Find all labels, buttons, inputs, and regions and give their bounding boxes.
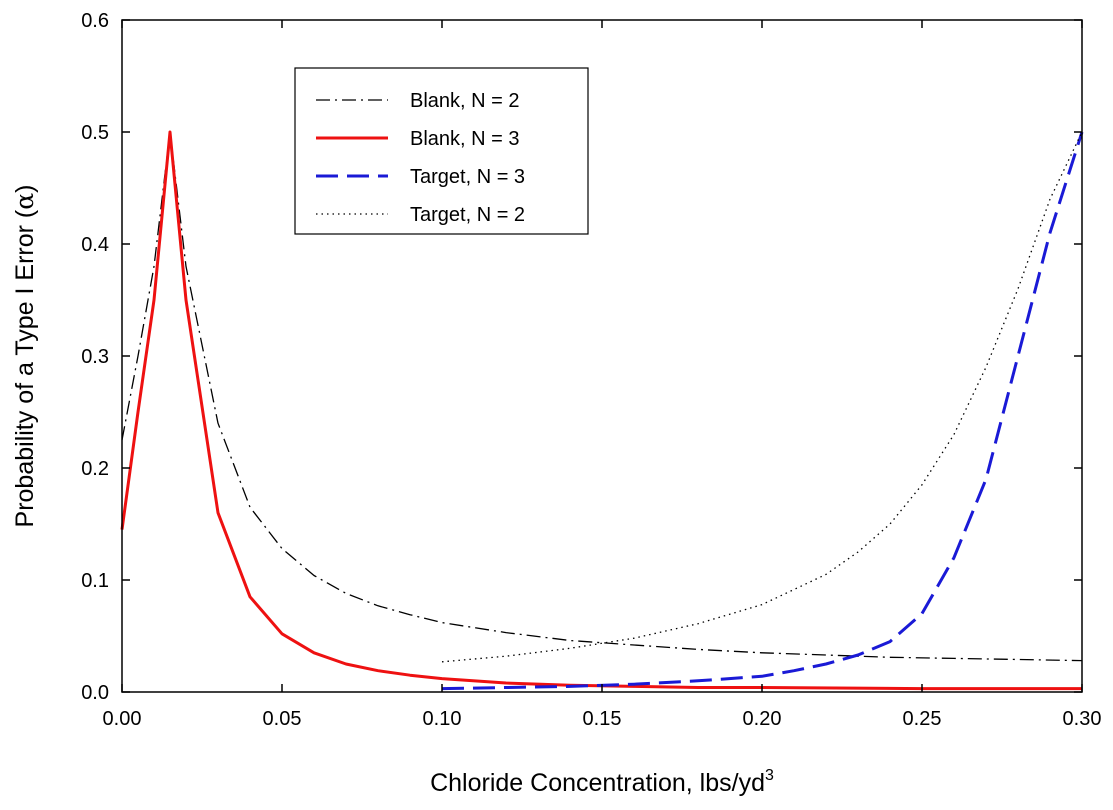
y-tick-label: 0.1 bbox=[81, 570, 109, 592]
legend-label-3: Target, N = 3 bbox=[410, 166, 525, 188]
y-tick-label: 0.4 bbox=[81, 234, 109, 256]
y-axis-label-text: Probability of a Type I Error ( bbox=[11, 209, 39, 527]
legend-label-4: Target, N = 2 bbox=[410, 204, 525, 226]
x-tick-label: 0.00 bbox=[103, 708, 142, 730]
x-tick-label: 0.15 bbox=[583, 708, 622, 730]
x-axis-label-text: Chloride Concentration, lbs/yd bbox=[430, 769, 765, 797]
series-line-2 bbox=[120, 130, 1082, 691]
y-tick-label: 0.2 bbox=[81, 458, 109, 480]
series-line-1 bbox=[121, 131, 1083, 662]
y-axis-label-symbol: α bbox=[10, 193, 39, 210]
y-tick-label: 0.5 bbox=[81, 122, 109, 144]
y-tick-label: 0.6 bbox=[81, 10, 109, 32]
ticks-layer: 0.00 0.05 0.10 0.15 0.20 0.25 0.30 0.0 0.1 0.2 0.3… bbox=[81, 10, 1101, 730]
legend-label-2: Blank, N = 3 bbox=[410, 128, 520, 150]
x-tick-label: 0.20 bbox=[743, 708, 782, 730]
x-axis-label: Chloride Concentration, lbs/yd3 bbox=[430, 767, 774, 797]
x-tick-label: 0.10 bbox=[423, 708, 462, 730]
legend-items: Blank, N = 2 Blank, N = 3 Target, N = 3 Tar… bbox=[316, 90, 525, 226]
x-axis-label-superscript: 3 bbox=[765, 767, 774, 784]
legend-label-1: Blank, N = 2 bbox=[410, 90, 520, 112]
x-tick-label: 0.30 bbox=[1063, 708, 1102, 730]
y-axis-label: Probability of a Type I Error (α) bbox=[10, 185, 39, 528]
legend: Blank, N = 2 Blank, N = 3 Target, N = 3 Tar… bbox=[294, 67, 589, 235]
y-tick-label: 0.3 bbox=[81, 346, 109, 368]
series-line-4 bbox=[441, 131, 1083, 663]
legend-box bbox=[294, 67, 589, 235]
x-tick-label: 0.25 bbox=[903, 708, 942, 730]
y-axis-label-end: ) bbox=[11, 185, 39, 193]
y-tick-label: 0.0 bbox=[81, 682, 109, 704]
x-tick-label: 0.05 bbox=[263, 708, 302, 730]
